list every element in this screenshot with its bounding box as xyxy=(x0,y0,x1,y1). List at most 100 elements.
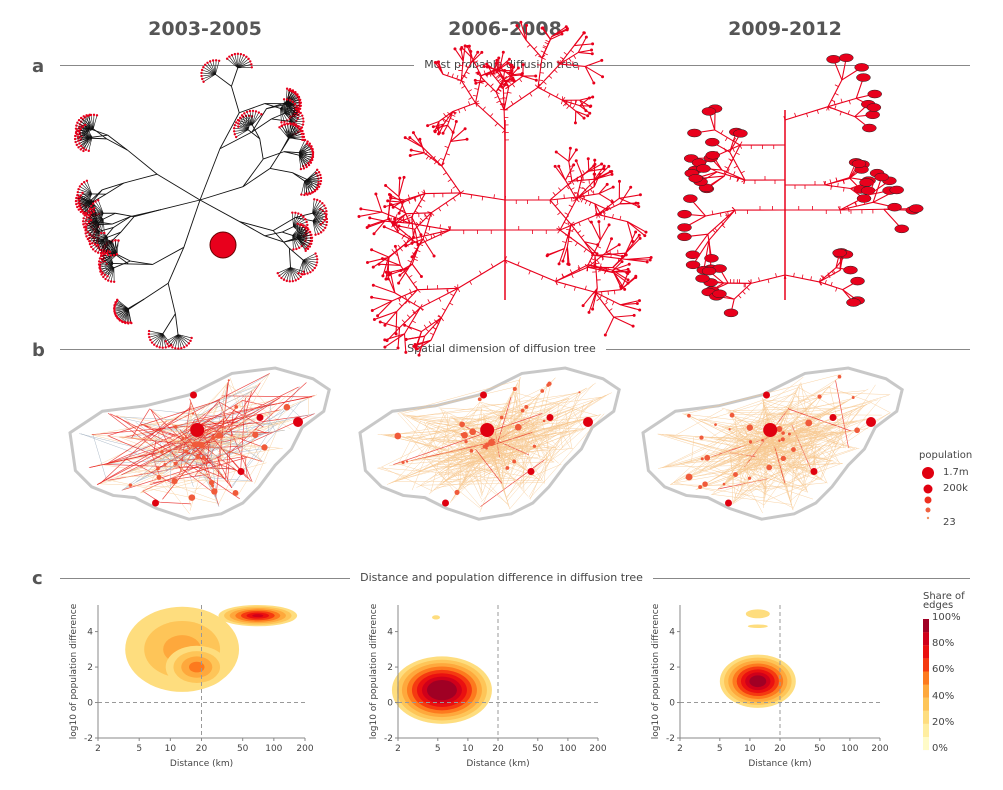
tree-node xyxy=(168,344,171,348)
city-node xyxy=(401,460,405,465)
tree-edge xyxy=(288,128,299,139)
map-edge xyxy=(718,437,755,456)
tree-edge xyxy=(829,179,832,184)
tree-edge xyxy=(279,267,291,277)
tree-edge xyxy=(611,269,622,287)
tree-node xyxy=(396,346,400,350)
map-edge xyxy=(558,425,563,448)
map-edge xyxy=(661,434,812,472)
tree-edge xyxy=(293,218,306,227)
tree-node xyxy=(236,52,240,56)
tree-edge xyxy=(626,256,652,260)
tree-edge xyxy=(114,240,116,255)
tree-edge xyxy=(440,232,442,237)
tree-edge xyxy=(235,129,249,138)
tree-node xyxy=(557,164,561,168)
city-node xyxy=(851,396,855,400)
tree-edge xyxy=(568,240,573,243)
tree-node xyxy=(79,207,82,211)
tree-edge xyxy=(297,238,306,252)
tree-node xyxy=(308,144,311,147)
tree-edge xyxy=(570,49,575,53)
tree-edge xyxy=(284,100,291,114)
tree-edge xyxy=(572,105,576,109)
tree-node xyxy=(565,27,569,31)
tree-node xyxy=(164,346,167,349)
tree-edge xyxy=(77,191,92,195)
tree-node xyxy=(74,140,77,144)
tree-node xyxy=(304,192,308,195)
tree-edge xyxy=(594,252,599,255)
tree-node xyxy=(325,220,329,224)
tree-edge xyxy=(847,207,850,213)
city-node xyxy=(464,439,468,444)
map-edge xyxy=(767,447,814,474)
tree-edge xyxy=(79,136,93,144)
tree-node xyxy=(384,183,388,187)
map-edge xyxy=(452,437,496,452)
map-edge xyxy=(210,373,270,479)
tree-edge xyxy=(107,263,114,277)
tree-node xyxy=(626,278,630,282)
tree-edge xyxy=(534,53,539,57)
tree-edge xyxy=(78,201,93,204)
tree-edge xyxy=(549,199,553,204)
tree-node xyxy=(99,269,103,272)
tree-node xyxy=(357,214,361,218)
tree-node xyxy=(75,202,78,206)
tree-edge xyxy=(238,124,253,127)
map-edge xyxy=(737,473,783,496)
map-edge xyxy=(453,399,534,432)
tree-edge xyxy=(398,302,403,307)
tree-edge xyxy=(81,193,92,204)
tree-edge xyxy=(579,99,591,107)
tree-edge xyxy=(820,275,824,279)
tree-edge xyxy=(289,115,303,122)
tree-node xyxy=(297,114,300,117)
tree-node xyxy=(85,235,88,238)
tree-edge xyxy=(411,216,422,236)
tree-node xyxy=(306,223,309,227)
tree-edge xyxy=(566,105,570,110)
tree-node xyxy=(632,313,636,317)
tree-edge xyxy=(490,263,494,268)
tree-edge xyxy=(414,212,432,230)
tree-node xyxy=(365,226,369,230)
tree-node xyxy=(300,272,303,276)
tree-node xyxy=(317,171,321,174)
tree-node xyxy=(311,152,315,156)
tree-edge xyxy=(592,190,595,195)
tree-edge xyxy=(97,221,113,225)
tree-node xyxy=(297,277,300,281)
tree-edge xyxy=(427,299,430,304)
map-edge xyxy=(121,444,203,491)
tree-edge xyxy=(477,72,486,82)
y-axis-label: log10 of population difference xyxy=(69,603,79,739)
tree-edge xyxy=(608,308,613,312)
tree-edge xyxy=(830,185,832,190)
tree-edge xyxy=(76,197,91,202)
tree-edge xyxy=(596,259,600,264)
tree-edge xyxy=(87,115,94,129)
map-edge xyxy=(415,418,486,426)
tree-edge xyxy=(288,130,301,139)
tree-node xyxy=(116,298,119,301)
tree-edge xyxy=(489,113,494,117)
tree-edge xyxy=(212,60,216,75)
city-node xyxy=(733,472,738,477)
tree-node xyxy=(383,345,387,349)
tree-edge xyxy=(555,151,570,162)
tree-node xyxy=(283,120,286,124)
city-node xyxy=(252,431,259,438)
tree-edge xyxy=(266,103,287,110)
city-node xyxy=(546,383,550,387)
tree-edge xyxy=(239,221,266,237)
map-edge xyxy=(403,423,430,463)
tree-node xyxy=(316,168,319,172)
tree-edge xyxy=(303,253,316,261)
tree-edge xyxy=(460,190,465,194)
map-edge xyxy=(709,431,847,458)
city-node xyxy=(687,413,691,418)
tree-edge xyxy=(177,334,188,346)
